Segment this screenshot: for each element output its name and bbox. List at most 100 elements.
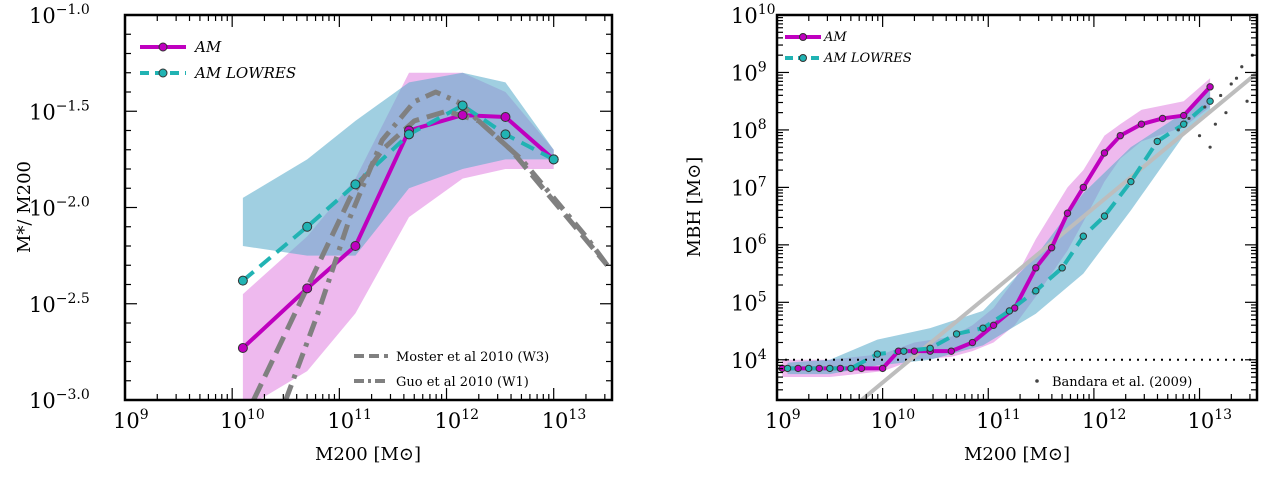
data-point (979, 324, 987, 332)
data-point (350, 179, 361, 190)
data-point (1005, 307, 1014, 315)
plot-frame-left (123, 13, 614, 402)
data-point (1153, 137, 1161, 146)
bandara-point (1203, 105, 1207, 109)
data-point (989, 321, 998, 329)
data-point (804, 364, 813, 373)
bandara-point (1219, 93, 1223, 98)
legend-label-am-right: AM (823, 30, 847, 45)
y-tick-label: 104 (731, 347, 767, 373)
bandara-point (1245, 99, 1249, 103)
data-point (968, 338, 977, 347)
bandara-point (1229, 82, 1233, 86)
data-point (404, 129, 415, 140)
data-point (873, 350, 882, 358)
data-point (500, 129, 511, 140)
bandara-point (1240, 65, 1244, 69)
data-point (237, 275, 248, 286)
legend-right: AM AM LOWRES (785, 30, 912, 66)
x-tick-label: 109 (765, 407, 801, 433)
x-tick-label: 109 (113, 407, 149, 433)
bandara-point (1197, 134, 1202, 138)
data-point (857, 364, 866, 373)
legend-label-am-lowres: AM LOWRES (193, 64, 296, 82)
data-point (548, 154, 559, 165)
data-point (926, 344, 934, 352)
y-tick-label: 10−1.0 (29, 2, 90, 28)
x-tick-label: 1012 (1082, 407, 1127, 433)
series-line-3 (283, 89, 610, 400)
data-point (952, 330, 961, 338)
bandara-point (1224, 111, 1228, 115)
data-point (350, 241, 361, 251)
data-point (1127, 177, 1135, 186)
data-point (302, 283, 313, 294)
y-axis-label-left: M*/ M200 (14, 161, 35, 253)
data-point (1063, 209, 1072, 217)
data-point (1206, 97, 1214, 105)
data-point (794, 364, 802, 373)
x-axis-label-left: M200 [M⊙] (315, 444, 421, 465)
data-point (900, 347, 908, 355)
y-tick-label: 107 (731, 174, 767, 200)
bandara-point (1234, 76, 1239, 80)
data-point (1047, 244, 1056, 252)
legend-label-am: AM (193, 38, 222, 56)
y-tick-label: 10−2.0 (29, 195, 90, 221)
bandara-point (1213, 122, 1217, 126)
y-tick-label: 1010 (731, 2, 776, 28)
data-point (500, 112, 511, 123)
data-point (1137, 120, 1146, 128)
x-tick-label: 1013 (1188, 407, 1233, 433)
data-point (947, 347, 955, 355)
data-point (1100, 149, 1109, 157)
reference-fit-line (860, 70, 1257, 400)
series-line-1 (787, 99, 1212, 371)
plot-frame-right (775, 13, 1259, 402)
data-point (457, 110, 468, 121)
x-axis-label-right: M200 [M⊙] (964, 444, 1070, 465)
data-point (1116, 131, 1125, 140)
legend-left: AM AM LOWRES (140, 38, 296, 82)
data-point (1206, 83, 1214, 91)
data-point (302, 221, 313, 232)
y-tick-label: 108 (731, 117, 767, 143)
data-point (1079, 232, 1088, 240)
x-tick-label: 1010 (220, 407, 265, 433)
series-line-2 (251, 108, 610, 400)
reference-legend-left: Moster et al 2010 (W3) Guo et al 2010 (W… (354, 350, 549, 390)
data-point (1158, 114, 1167, 123)
stellar-mass-fraction-chart: 109 1010 1011 1012 1013 10−3.0 10−2.5 10−2.0 10−… (14, 2, 614, 465)
data-point (1100, 212, 1109, 220)
data-point (836, 364, 845, 373)
reference-legend-right: Bandara et al. (2009) (1035, 375, 1192, 390)
data-point (237, 343, 248, 354)
data-point (1032, 264, 1040, 272)
y-tick-label: 105 (731, 289, 767, 315)
bandara-point (1176, 128, 1181, 132)
ref-label-moster: Moster et al 2010 (W3) (396, 350, 549, 365)
ref-label-bandara: Bandara et al. (2009) (1052, 375, 1192, 390)
data-point (1079, 183, 1088, 192)
data-point (826, 364, 834, 373)
x-tick-label: 1012 (435, 407, 480, 433)
x-tick-label: 1011 (327, 407, 372, 433)
data-point (457, 100, 468, 111)
data-point (1032, 287, 1040, 295)
data-point (815, 364, 823, 373)
y-tick-label: 109 (731, 59, 767, 85)
x-tick-label: 1011 (976, 407, 1021, 433)
bandara-point (1208, 145, 1212, 149)
y-tick-label: 10−1.5 (29, 98, 90, 124)
data-point (1179, 111, 1188, 120)
bandara-point (1187, 116, 1191, 121)
data-point (1058, 264, 1066, 272)
y-tick-label: 106 (731, 232, 767, 258)
data-point (1179, 120, 1188, 128)
data-point (878, 364, 887, 373)
y-axis-label-right: MBH [M⊙] (684, 157, 705, 258)
x-tick-label: 1013 (542, 407, 587, 433)
data-point (847, 364, 855, 373)
legend-label-am-lowres-right: AM LOWRES (823, 51, 912, 66)
